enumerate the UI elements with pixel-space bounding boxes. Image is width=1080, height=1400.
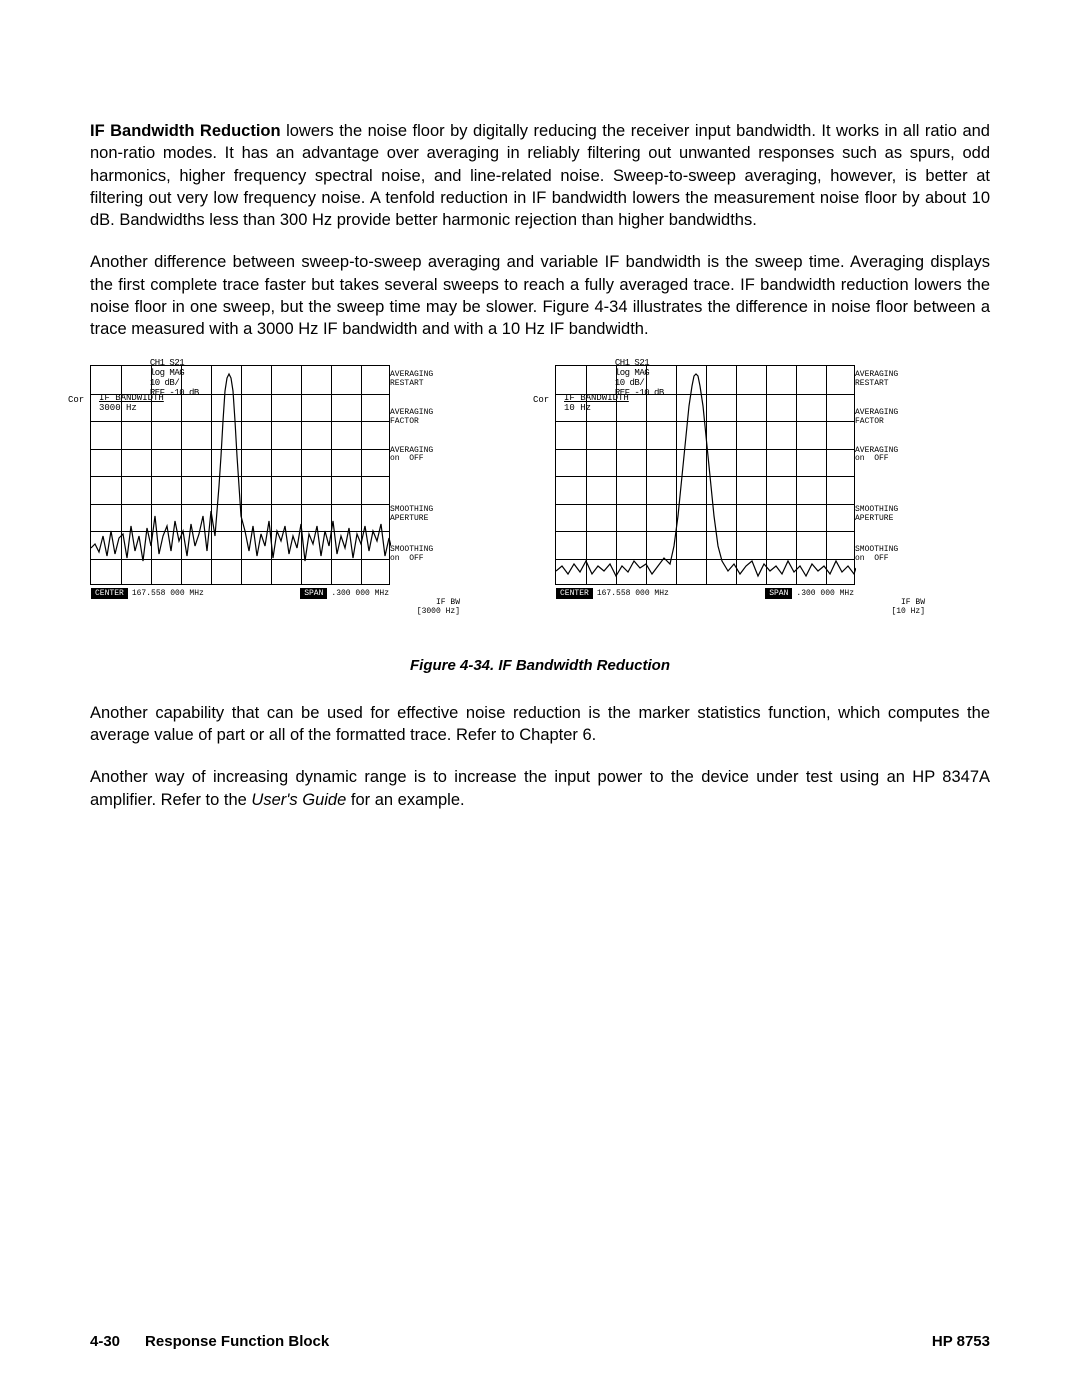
chart-right-block: Cor CH1 S21 log MAG 10 dB/ REF -10 dB bbox=[555, 365, 990, 617]
sl-ifbw: IF BW[10 Hz] bbox=[855, 599, 925, 617]
bb-center-val: 167.558 000 MHz bbox=[132, 589, 204, 598]
sl-onoff: AVERAGINGon OFF bbox=[390, 447, 460, 465]
cor-label-right: Cor bbox=[533, 395, 549, 405]
page: IF Bandwidth Reduction lowers the noise … bbox=[0, 0, 1080, 1400]
footer-page: 4-30 bbox=[90, 1333, 120, 1350]
chart-left: CH1 S21 log MAG 10 dB/ REF -10 dB bbox=[90, 365, 390, 585]
p4b: for an example. bbox=[346, 791, 464, 809]
bb-span-val: .300 000 MHz bbox=[796, 589, 854, 598]
bottom-bar-right: CENTER 167.558 000 MHz SPAN .300 000 MHz bbox=[556, 586, 854, 600]
trace-left bbox=[91, 366, 391, 586]
paragraph-2: Another difference between sweep-to-swee… bbox=[90, 251, 990, 340]
sl-smapt: SMOOTHINGAPERTURE bbox=[855, 506, 925, 524]
footer-section: Response Function Block bbox=[145, 1333, 329, 1350]
sl-smapt: SMOOTHINGAPERTURE bbox=[390, 506, 460, 524]
side-labels-left: AVERAGINGRESTART AVERAGINGFACTOR AVERAGI… bbox=[390, 365, 460, 617]
bottom-bar-left: CENTER 167.558 000 MHz SPAN .300 000 MHz bbox=[91, 586, 389, 600]
sl-onoff: AVERAGINGon OFF bbox=[855, 447, 925, 465]
sl-factor: AVERAGINGFACTOR bbox=[855, 409, 925, 427]
figure-caption: Figure 4-34. IF Bandwidth Reduction bbox=[90, 657, 990, 674]
sl-smoff: SMOOTHINGon OFF bbox=[390, 546, 460, 564]
bb-span-val: .300 000 MHz bbox=[331, 589, 389, 598]
footer-right: HP 8753 bbox=[932, 1333, 990, 1350]
sl-factor: AVERAGINGFACTOR bbox=[390, 409, 460, 427]
figure-4-34: Cor CH1 S21 log MAG 10 dB/ REF -10 dB bbox=[90, 365, 990, 617]
p1-lead-bold: IF Bandwidth Reduction bbox=[90, 122, 281, 140]
bb-span-cap: SPAN bbox=[300, 588, 327, 599]
sl-restart: AVERAGINGRESTART bbox=[390, 371, 460, 389]
bb-center-cap: CENTER bbox=[556, 588, 593, 599]
footer-left: 4-30 Response Function Block bbox=[90, 1333, 329, 1350]
chart-left-block: Cor CH1 S21 log MAG 10 dB/ REF -10 dB bbox=[90, 365, 525, 617]
chart-right: CH1 S21 log MAG 10 dB/ REF -10 dB bbox=[555, 365, 855, 585]
sl-restart: AVERAGINGRESTART bbox=[855, 371, 925, 389]
p4a: Another way of increasing dynamic range … bbox=[90, 768, 990, 808]
bb-center-val: 167.558 000 MHz bbox=[597, 589, 669, 598]
cor-label-left: Cor bbox=[68, 395, 84, 405]
trace-right bbox=[556, 366, 856, 586]
sl-smoff: SMOOTHINGon OFF bbox=[855, 546, 925, 564]
paragraph-4: Another way of increasing dynamic range … bbox=[90, 766, 990, 811]
side-labels-right: AVERAGINGRESTART AVERAGINGFACTOR AVERAGI… bbox=[855, 365, 925, 617]
p4-italic: User's Guide bbox=[251, 791, 346, 809]
page-footer: 4-30 Response Function Block HP 8753 bbox=[90, 1333, 990, 1350]
sl-ifbw: IF BW[3000 Hz] bbox=[390, 599, 460, 617]
paragraph-1: IF Bandwidth Reduction lowers the noise … bbox=[90, 120, 990, 231]
paragraph-3: Another capability that can be used for … bbox=[90, 702, 990, 747]
bb-span-cap: SPAN bbox=[765, 588, 792, 599]
bb-center-cap: CENTER bbox=[91, 588, 128, 599]
